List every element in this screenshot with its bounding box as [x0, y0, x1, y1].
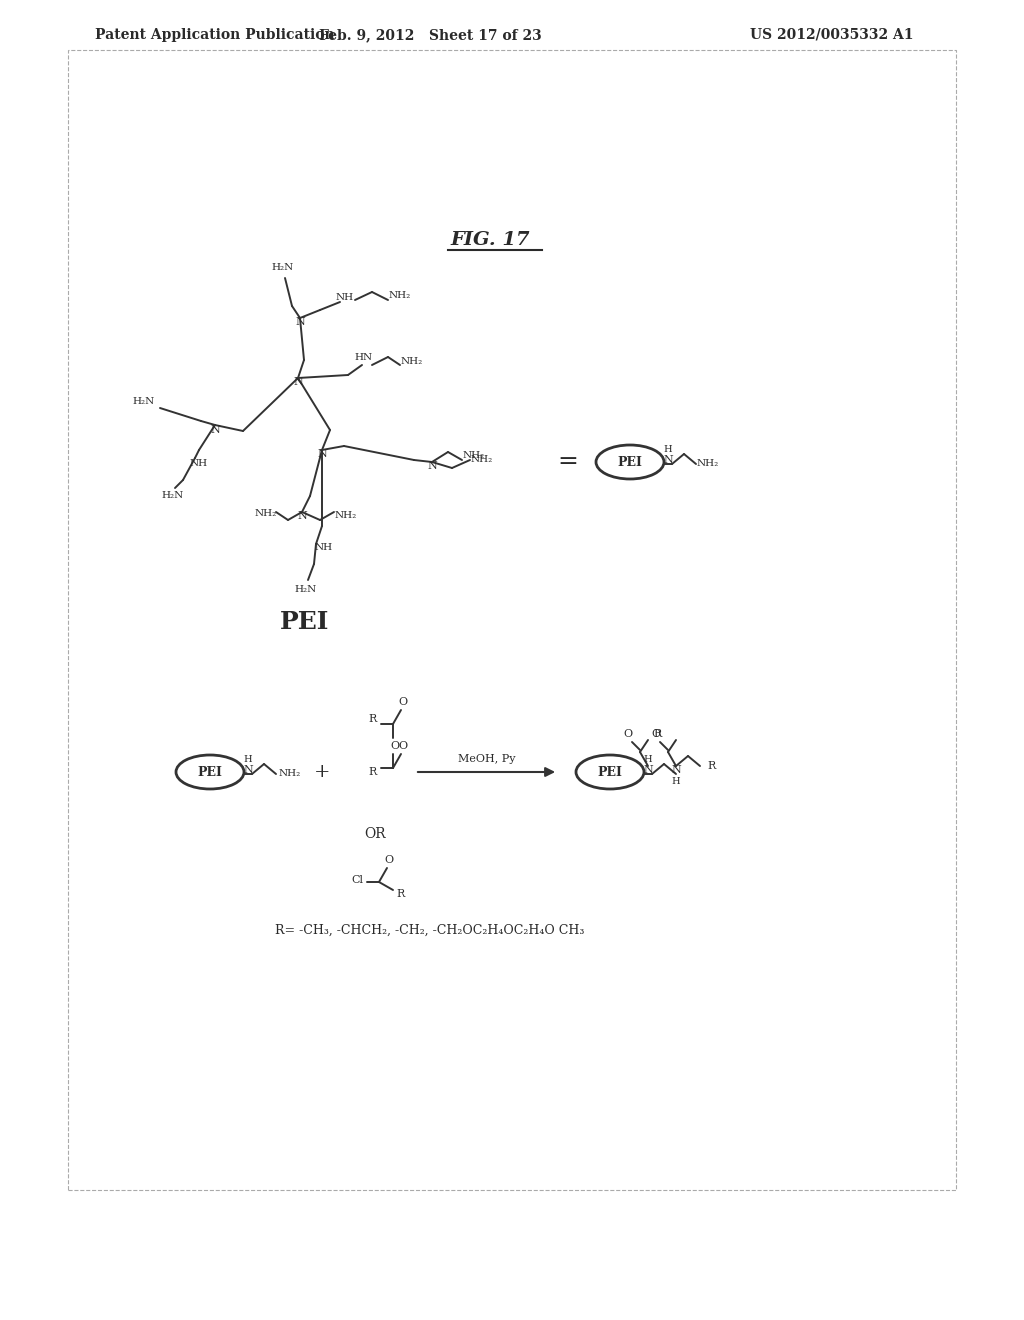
Text: NH₂: NH₂	[471, 455, 494, 465]
Text: N: N	[317, 449, 327, 459]
Text: O: O	[398, 697, 408, 708]
Text: O: O	[384, 855, 393, 865]
Text: PEI: PEI	[281, 610, 330, 634]
Text: Feb. 9, 2012   Sheet 17 of 23: Feb. 9, 2012 Sheet 17 of 23	[318, 28, 542, 42]
Text: N: N	[295, 317, 305, 327]
Text: H: H	[672, 777, 680, 787]
Text: OR: OR	[365, 828, 386, 841]
Text: +: +	[313, 763, 331, 781]
Text: N: N	[664, 455, 673, 465]
Text: O: O	[390, 741, 399, 751]
Text: N: N	[427, 461, 437, 471]
Text: N: N	[293, 378, 303, 387]
Text: R= -CH₃, -CHCH₂, -CH₂, -CH₂OC₂H₄OC₂H₄O CH₃: R= -CH₃, -CHCH₂, -CH₂, -CH₂OC₂H₄OC₂H₄O C…	[275, 924, 585, 936]
Text: N: N	[243, 766, 253, 775]
Text: NH₂: NH₂	[279, 770, 301, 779]
Text: R: R	[397, 888, 406, 899]
Bar	[68, 50, 956, 1191]
Text: NH₂: NH₂	[389, 292, 411, 301]
Text: HN: HN	[355, 354, 373, 363]
Text: =: =	[557, 450, 579, 474]
Text: Cl: Cl	[351, 875, 362, 884]
Text: NH₂: NH₂	[697, 459, 719, 469]
Text: R: R	[654, 729, 663, 739]
Text: US 2012/0035332 A1: US 2012/0035332 A1	[750, 28, 913, 42]
Text: NH₂: NH₂	[335, 511, 357, 520]
Text: O: O	[398, 741, 408, 751]
Text: FIG. 17: FIG. 17	[451, 231, 529, 249]
Text: N: N	[643, 766, 653, 775]
Text: N: N	[671, 766, 681, 775]
Text: NH: NH	[189, 459, 208, 469]
Text: H₂N: H₂N	[133, 397, 155, 407]
Text: PEI: PEI	[617, 455, 642, 469]
Text: NH₂: NH₂	[400, 356, 423, 366]
Text: N: N	[297, 511, 307, 521]
Text: H: H	[244, 755, 252, 764]
Text: R: R	[369, 714, 377, 723]
Text: PEI: PEI	[598, 766, 623, 779]
Text: R: R	[369, 767, 377, 777]
Text: H₂N: H₂N	[295, 586, 317, 594]
Text: NH₂: NH₂	[255, 510, 278, 519]
Text: H₂N: H₂N	[272, 264, 294, 272]
Text: MeOH, Py: MeOH, Py	[458, 754, 515, 764]
Text: H: H	[664, 446, 673, 454]
Text: R: R	[708, 762, 716, 771]
Text: NH: NH	[336, 293, 354, 302]
Text: NH: NH	[315, 544, 333, 553]
Text: PEI: PEI	[198, 766, 222, 779]
Text: Patent Application Publication: Patent Application Publication	[95, 28, 335, 42]
Text: H₂N: H₂N	[162, 491, 184, 500]
Text: NH₂: NH₂	[463, 451, 485, 461]
Text: H: H	[644, 755, 652, 764]
Text: O: O	[651, 729, 660, 739]
Text: O: O	[624, 729, 633, 739]
Text: N: N	[210, 425, 220, 436]
